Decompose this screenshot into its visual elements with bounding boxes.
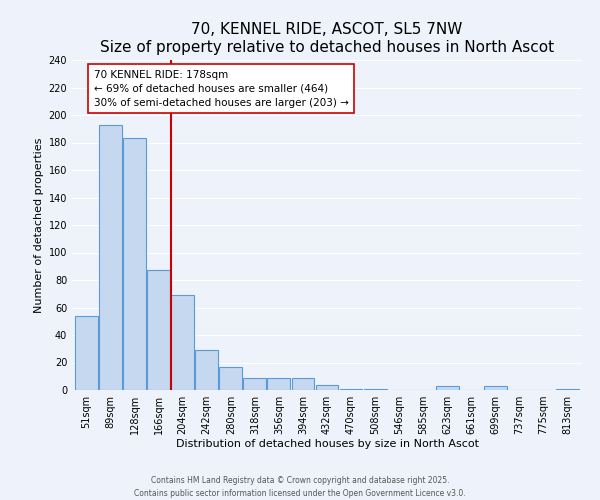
Bar xyxy=(364,388,386,390)
Text: 70 KENNEL RIDE: 178sqm
← 69% of detached houses are smaller (464)
30% of semi-de: 70 KENNEL RIDE: 178sqm ← 69% of detached… xyxy=(94,70,349,108)
Bar xyxy=(556,388,579,390)
Bar xyxy=(268,378,290,390)
X-axis label: Distribution of detached houses by size in North Ascot: Distribution of detached houses by size … xyxy=(176,438,479,448)
Bar xyxy=(484,386,507,390)
Bar xyxy=(220,366,242,390)
Bar xyxy=(171,295,194,390)
Y-axis label: Number of detached properties: Number of detached properties xyxy=(34,138,44,312)
Title: 70, KENNEL RIDE, ASCOT, SL5 7NW
Size of property relative to detached houses in : 70, KENNEL RIDE, ASCOT, SL5 7NW Size of … xyxy=(100,22,554,54)
Bar xyxy=(195,350,218,390)
Bar xyxy=(75,316,98,390)
Bar xyxy=(436,386,459,390)
Text: Contains HM Land Registry data © Crown copyright and database right 2025.
Contai: Contains HM Land Registry data © Crown c… xyxy=(134,476,466,498)
Bar xyxy=(147,270,170,390)
Bar xyxy=(244,378,266,390)
Bar xyxy=(99,124,122,390)
Bar xyxy=(316,384,338,390)
Bar xyxy=(123,138,146,390)
Bar xyxy=(292,378,314,390)
Bar xyxy=(340,388,362,390)
